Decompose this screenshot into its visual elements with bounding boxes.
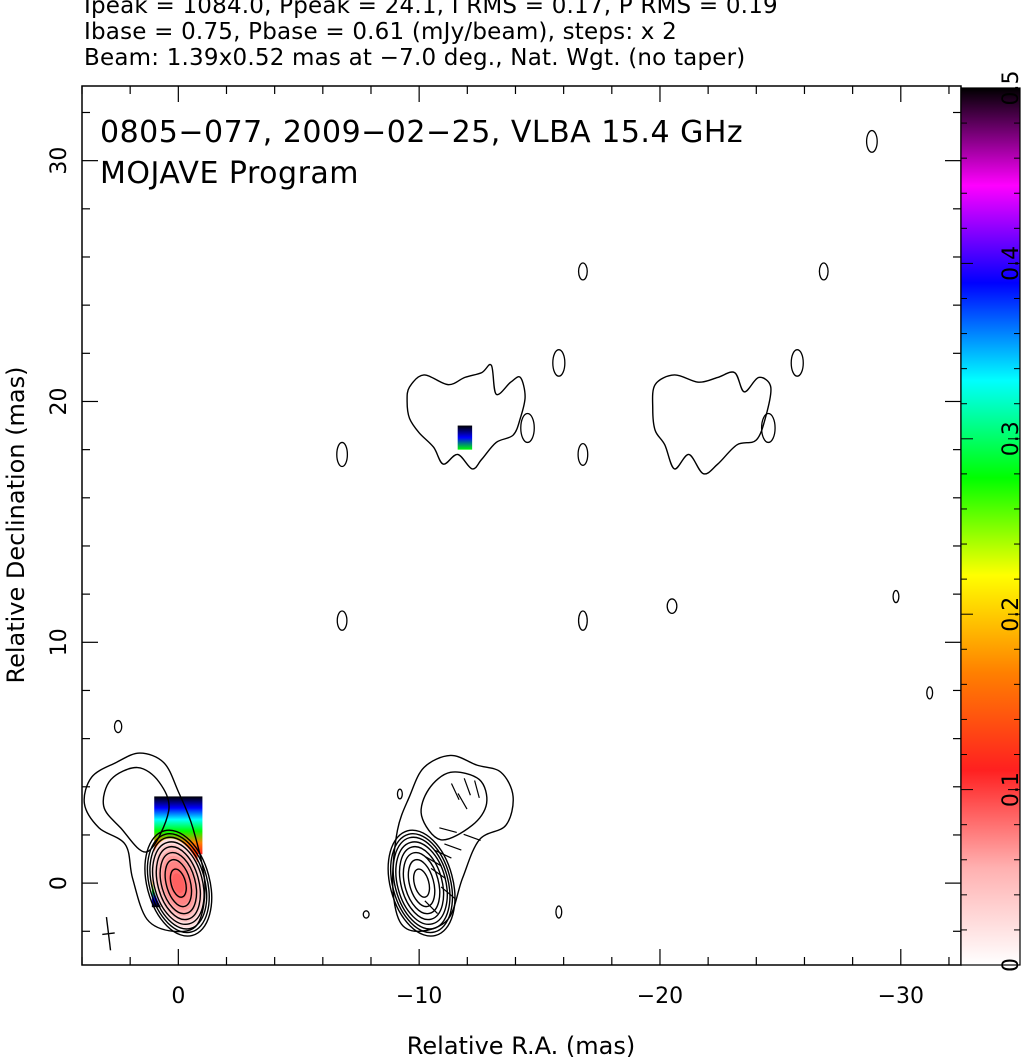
- noise-contour: [666, 598, 678, 615]
- core-contour: [155, 845, 202, 921]
- colorbar-tick-label: 0.4: [999, 246, 1021, 281]
- colorbar-tick-label: 0.2: [999, 597, 1021, 632]
- header-line-3: Beam: 1.39x0.52 mas at −7.0 deg., Nat. W…: [84, 45, 746, 71]
- x-tick-label: 0: [171, 984, 185, 1009]
- colorbar: [960, 87, 1021, 966]
- jet-contour: [651, 371, 772, 475]
- core-contour-polarization-panel: [402, 851, 441, 915]
- noise-contour: [520, 412, 535, 444]
- evpa-vector: [444, 843, 462, 851]
- evpa-vector: [440, 886, 456, 899]
- noise-contour: [760, 412, 776, 444]
- header-line-1: Ipeak = 1084.0, Ppeak = 24.1, I RMS = 0.…: [84, 0, 778, 19]
- chart-title-line-2: MOJAVE Program: [100, 156, 359, 191]
- x-axis-title: Relative R.A. (mas): [407, 1032, 635, 1060]
- core-contour-polarization-panel: [398, 845, 445, 921]
- noise-contour: [555, 905, 563, 919]
- jet-contour: [406, 363, 526, 470]
- evpa-vector: [425, 856, 442, 867]
- evpa-vector: [474, 780, 480, 799]
- y-tick-label: 0: [47, 876, 72, 890]
- jet-contour: [83, 752, 206, 933]
- core-contour-polarization-panel: [412, 868, 431, 898]
- colorbar-tick-label: 0.1: [999, 772, 1021, 807]
- plot-area: [83, 129, 934, 951]
- header-line-2: Ibase = 0.75, Pbase = 0.61 (mJy/beam), s…: [84, 19, 677, 45]
- core-contour: [151, 841, 205, 926]
- chart-title-line-1: 0805−077, 2009−02−25, VLBA 15.4 GHz: [100, 115, 743, 150]
- colorbar-tick-label: 0.5: [999, 71, 1021, 106]
- y-tick-label: 30: [47, 147, 72, 175]
- evpa-vector: [463, 833, 481, 842]
- jet-contour: [102, 766, 170, 853]
- x-tick-label: −30: [878, 984, 924, 1009]
- core-contour: [144, 829, 213, 937]
- evpa-vector: [463, 778, 471, 796]
- y-tick-label: 20: [47, 387, 72, 415]
- core-contour: [164, 858, 193, 908]
- evpa-vector: [434, 849, 452, 859]
- x-tick-label: −10: [396, 984, 442, 1009]
- noise-contour: [577, 610, 588, 631]
- evpa-vector: [450, 783, 460, 801]
- noise-contour: [362, 910, 370, 919]
- pol-patch: [457, 425, 473, 450]
- plot-frame: [81, 85, 962, 966]
- noise-contour: [577, 442, 589, 466]
- core-contour: [146, 833, 210, 934]
- y-axis-title: Relative Declination (mas): [2, 366, 30, 683]
- core-contour: [169, 868, 187, 898]
- x-tick-label: −20: [637, 984, 683, 1009]
- evpa-vector: [424, 900, 438, 914]
- beam-minor-axis: [102, 932, 115, 936]
- noise-contour: [818, 262, 829, 281]
- noise-contour: [113, 719, 123, 734]
- noise-contour: [577, 262, 588, 281]
- core-contour-polarization-panel: [395, 841, 448, 926]
- noise-contour: [926, 686, 934, 700]
- evpa-vector: [439, 827, 457, 834]
- noise-contour: [336, 610, 348, 631]
- noise-contour: [790, 349, 804, 377]
- colorbar-tick-label: 0: [999, 958, 1021, 972]
- core-contour: [159, 851, 198, 915]
- core-shading: [172, 873, 185, 893]
- colorbar-tick-label: 0.3: [999, 421, 1021, 456]
- noise-contour: [552, 349, 566, 377]
- jet-contour: [420, 771, 488, 841]
- noise-contour: [892, 589, 900, 604]
- evpa-vector: [430, 867, 447, 880]
- core-contour-polarization-panel: [407, 858, 436, 908]
- y-tick-label: 10: [47, 628, 72, 656]
- axis-ticks: 0 −10 −20 −30 0 10 20 30: [47, 86, 961, 1009]
- noise-contour: [396, 788, 403, 800]
- noise-contour: [865, 129, 878, 153]
- core-contour-polarization-panel: [387, 829, 456, 937]
- noise-contour: [336, 441, 349, 468]
- jet-contour: [391, 754, 514, 933]
- colorbar-ticks: 0 0.1 0.2 0.3 0.4 0.5: [961, 71, 1021, 972]
- evpa-vector: [457, 793, 468, 810]
